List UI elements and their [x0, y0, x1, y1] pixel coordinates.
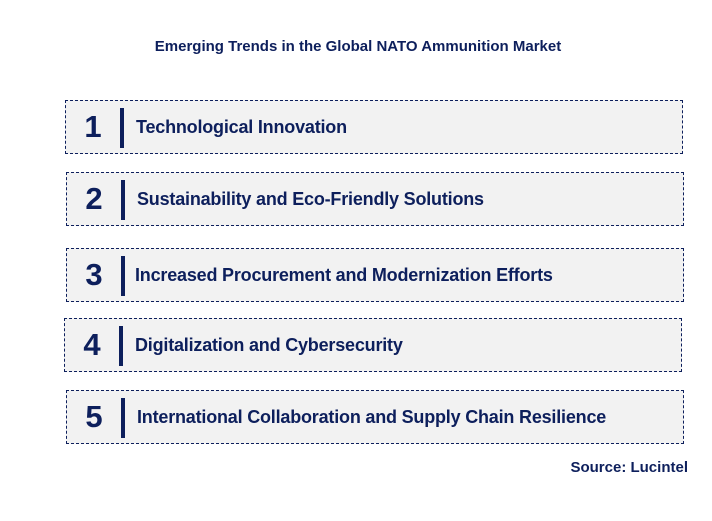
trend-item-4: 4 Digitalization and Cybersecurity	[64, 318, 682, 372]
trend-label: Increased Procurement and Modernization …	[135, 265, 553, 285]
divider-bar	[121, 180, 125, 220]
diagram-title-text: Emerging Trends in the Global NATO Ammun…	[154, 38, 562, 55]
trend-label: International Collaboration and Supply C…	[137, 407, 607, 427]
trend-label: Technological Innovation	[136, 117, 347, 137]
source-credit: Source: Lucintel	[570, 459, 688, 476]
divider-bar	[119, 326, 123, 366]
trend-label: Digitalization and Cybersecurity	[135, 335, 403, 355]
divider-bar	[120, 108, 124, 148]
trend-item-3: 3 Increased Procurement and Modernizatio…	[66, 248, 684, 302]
trend-label: Sustainability and Eco-Friendly Solution…	[137, 189, 484, 209]
trend-number: 4	[83, 327, 101, 362]
trend-number: 5	[85, 399, 103, 434]
divider-bar	[121, 398, 125, 438]
diagram-title: Emerging Trends in the Global NATO Ammun…	[0, 38, 712, 55]
trend-item-1: 1 Technological Innovation	[65, 100, 683, 154]
trend-item-2: 2 Sustainability and Eco-Friendly Soluti…	[66, 172, 684, 226]
divider-bar	[121, 256, 125, 296]
trend-number: 3	[85, 257, 103, 292]
trend-item-5: 5 International Collaboration and Supply…	[66, 390, 684, 444]
trend-number: 2	[85, 181, 103, 216]
trend-number: 1	[84, 109, 102, 144]
